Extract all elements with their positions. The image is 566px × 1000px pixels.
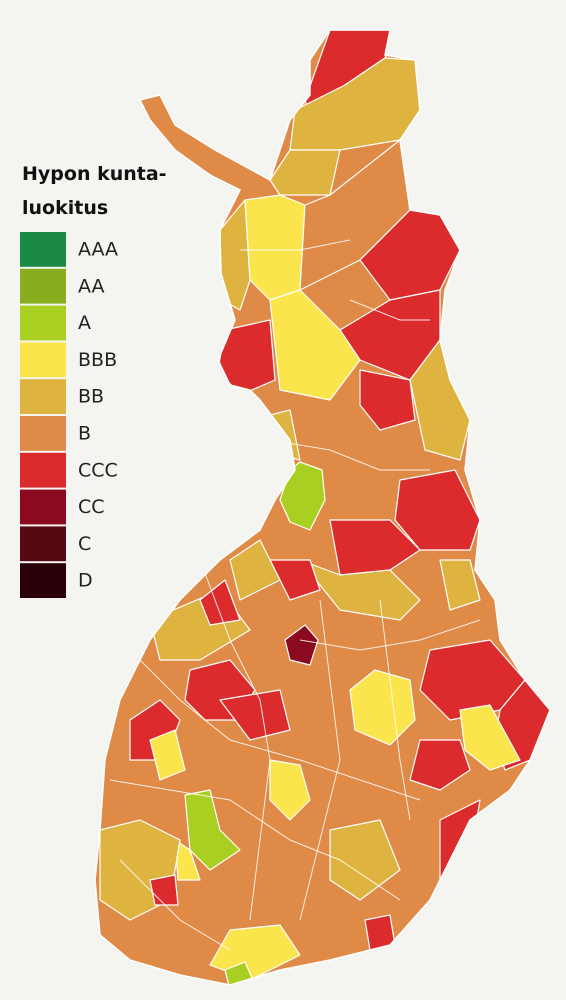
municipality [409, 739, 471, 791]
legend-label: C [78, 533, 91, 555]
legend-label: BBB [78, 349, 117, 371]
municipality [459, 704, 521, 771]
municipality [439, 559, 481, 611]
municipal-border [299, 619, 481, 651]
legend-title: Hypon kunta- [22, 163, 167, 185]
legend-swatch [20, 342, 66, 378]
municipality [359, 369, 416, 431]
municipality [149, 729, 186, 781]
legend-label: AAA [78, 239, 118, 261]
legend-label: CCC [78, 459, 118, 481]
municipal-border [349, 299, 430, 321]
municipality [217, 319, 276, 396]
legend-label: D [78, 570, 93, 592]
municipality [174, 839, 201, 881]
municipality [209, 924, 301, 981]
legend-label: CC [78, 496, 105, 518]
municipal-border [299, 599, 341, 921]
legend-swatch [20, 416, 66, 451]
legend-swatch [20, 232, 66, 267]
municipality [199, 579, 241, 626]
legend-label: BB [78, 386, 104, 408]
municipality [269, 759, 311, 821]
municipal-border [129, 649, 421, 801]
legend-swatch [20, 379, 66, 414]
legend-swatch [20, 305, 66, 341]
municipal-border [240, 239, 351, 251]
legend-swatch [20, 452, 66, 488]
legend-label: A [78, 312, 91, 334]
municipality [299, 559, 421, 621]
municipality [244, 194, 306, 301]
municipality [284, 624, 319, 666]
municipality [329, 519, 421, 576]
legend-label: B [78, 423, 91, 445]
municipality [329, 819, 401, 901]
municipality [279, 461, 326, 531]
municipal-border [379, 599, 411, 821]
legend-swatch [20, 563, 66, 598]
municipality [394, 469, 481, 551]
municipal-border [109, 779, 401, 901]
municipal-border [199, 559, 271, 921]
municipality [269, 149, 341, 196]
legend-title: luokitus [22, 197, 108, 219]
legend: Hypon kunta- luokitus AAAAAABBBBBBCCCCCC… [20, 163, 167, 598]
municipality [149, 874, 179, 906]
municipality [269, 289, 361, 401]
legend-swatch [20, 526, 66, 562]
municipal-border [269, 439, 430, 471]
municipal-border [119, 859, 231, 951]
legend-swatch [20, 268, 66, 304]
legend-label: AA [78, 275, 105, 297]
legend-swatch [20, 489, 66, 525]
municipality [349, 669, 416, 746]
municipality [219, 689, 291, 741]
municipality [229, 539, 281, 601]
municipality [269, 559, 321, 601]
